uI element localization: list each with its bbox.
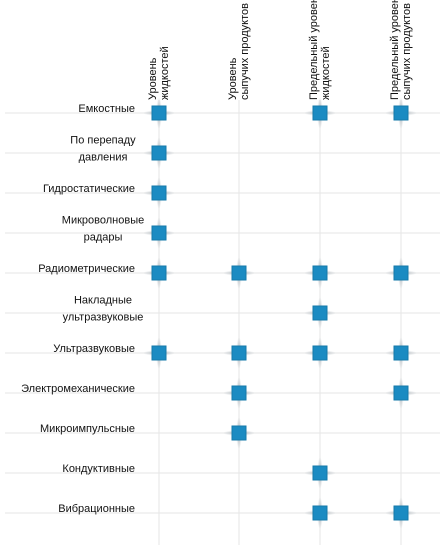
row-label: Микроимпульсные bbox=[40, 423, 135, 435]
column-header: сыпучих продуктов bbox=[401, 3, 413, 100]
row-label: Кондуктивные bbox=[62, 463, 135, 475]
marker bbox=[231, 425, 247, 441]
marker bbox=[151, 265, 167, 281]
marker bbox=[312, 105, 328, 121]
marker bbox=[151, 185, 167, 201]
marker bbox=[393, 505, 409, 521]
column-header: жидкостей bbox=[320, 46, 332, 100]
marker bbox=[312, 305, 328, 321]
marker bbox=[393, 105, 409, 121]
row-label: Вибрационные bbox=[58, 503, 135, 515]
row-label: Накладные bbox=[74, 294, 132, 306]
row-label: Ультразвуковые bbox=[53, 343, 135, 355]
row-label: Радиометрические bbox=[38, 263, 135, 275]
marker bbox=[151, 145, 167, 161]
marker bbox=[151, 345, 167, 361]
row-label: радары bbox=[84, 231, 123, 243]
marker bbox=[393, 265, 409, 281]
marker bbox=[312, 345, 328, 361]
column-header: Предельный уровень bbox=[389, 0, 401, 100]
column-header: Уровень bbox=[227, 57, 239, 100]
marker bbox=[393, 345, 409, 361]
marker bbox=[231, 265, 247, 281]
row-label: давления bbox=[79, 151, 128, 163]
row-label: ультразвуковые bbox=[63, 311, 144, 323]
marker bbox=[393, 385, 409, 401]
column-header: Предельный уровень bbox=[308, 0, 320, 100]
marker bbox=[231, 385, 247, 401]
column-header: жидкостей bbox=[159, 46, 171, 100]
row-label: Гидростатические bbox=[43, 183, 135, 195]
row-label: По перепаду bbox=[70, 134, 136, 146]
marker bbox=[312, 505, 328, 521]
marker bbox=[231, 345, 247, 361]
row-label: Электромеханические bbox=[21, 383, 135, 395]
row-label: Емкостные bbox=[78, 103, 135, 115]
marker bbox=[151, 105, 167, 121]
marker bbox=[312, 265, 328, 281]
row-label: Микроволновые bbox=[62, 214, 144, 226]
marker bbox=[312, 465, 328, 481]
column-header: сыпучих продуктов bbox=[239, 3, 251, 100]
marker bbox=[151, 225, 167, 241]
column-header: Уровень bbox=[147, 57, 159, 100]
